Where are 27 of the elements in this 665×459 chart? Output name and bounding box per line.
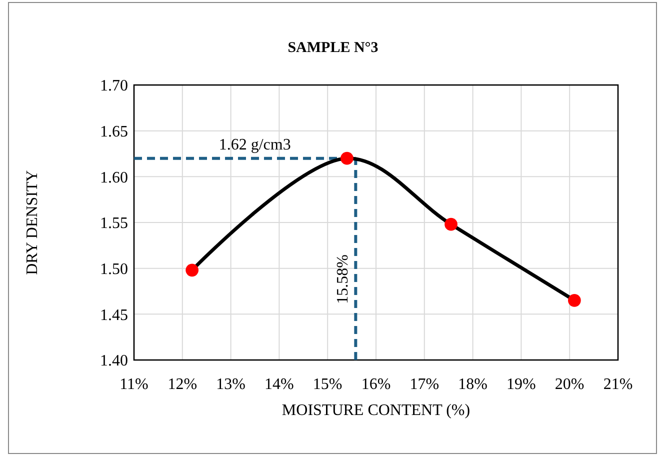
x-tick-label: 16% [361,376,391,393]
y-tick-label: 1.70 [100,78,128,95]
x-tick-label: 18% [458,376,488,393]
y-tick-label: 1.60 [100,169,128,186]
y-tick-label: 1.40 [100,352,128,370]
y-tick-label: 1.55 [100,215,128,232]
x-tick-label: 13% [216,376,246,393]
y-tick-label: 1.50 [100,260,128,278]
chart-title: SAMPLE N°3 [288,40,378,56]
point [186,264,199,277]
point [444,218,458,231]
y-tick-label: 1.65 [100,123,128,140]
x-tick-label: 12% [168,376,198,393]
x-tick-label: 17% [410,376,440,393]
x-tick-label: 21% [603,376,633,393]
point [340,152,354,165]
x-tick-label: 11% [120,376,148,393]
x-tick-label: 19% [506,376,536,393]
y-axis-title: DRY DENSITY [24,170,41,275]
ref-line-label: 1.62 g/cm3 [218,136,291,154]
ref-line-label: 15.58% [334,254,352,304]
x-tick-label: 20% [554,376,584,393]
y-tick-label: 1.45 [100,306,128,324]
x-tick-label: 14% [264,376,294,393]
x-axis-title: MOISTURE CONTENT (%) [282,402,470,419]
x-tick-label: 15% [312,376,342,393]
point [568,294,581,307]
